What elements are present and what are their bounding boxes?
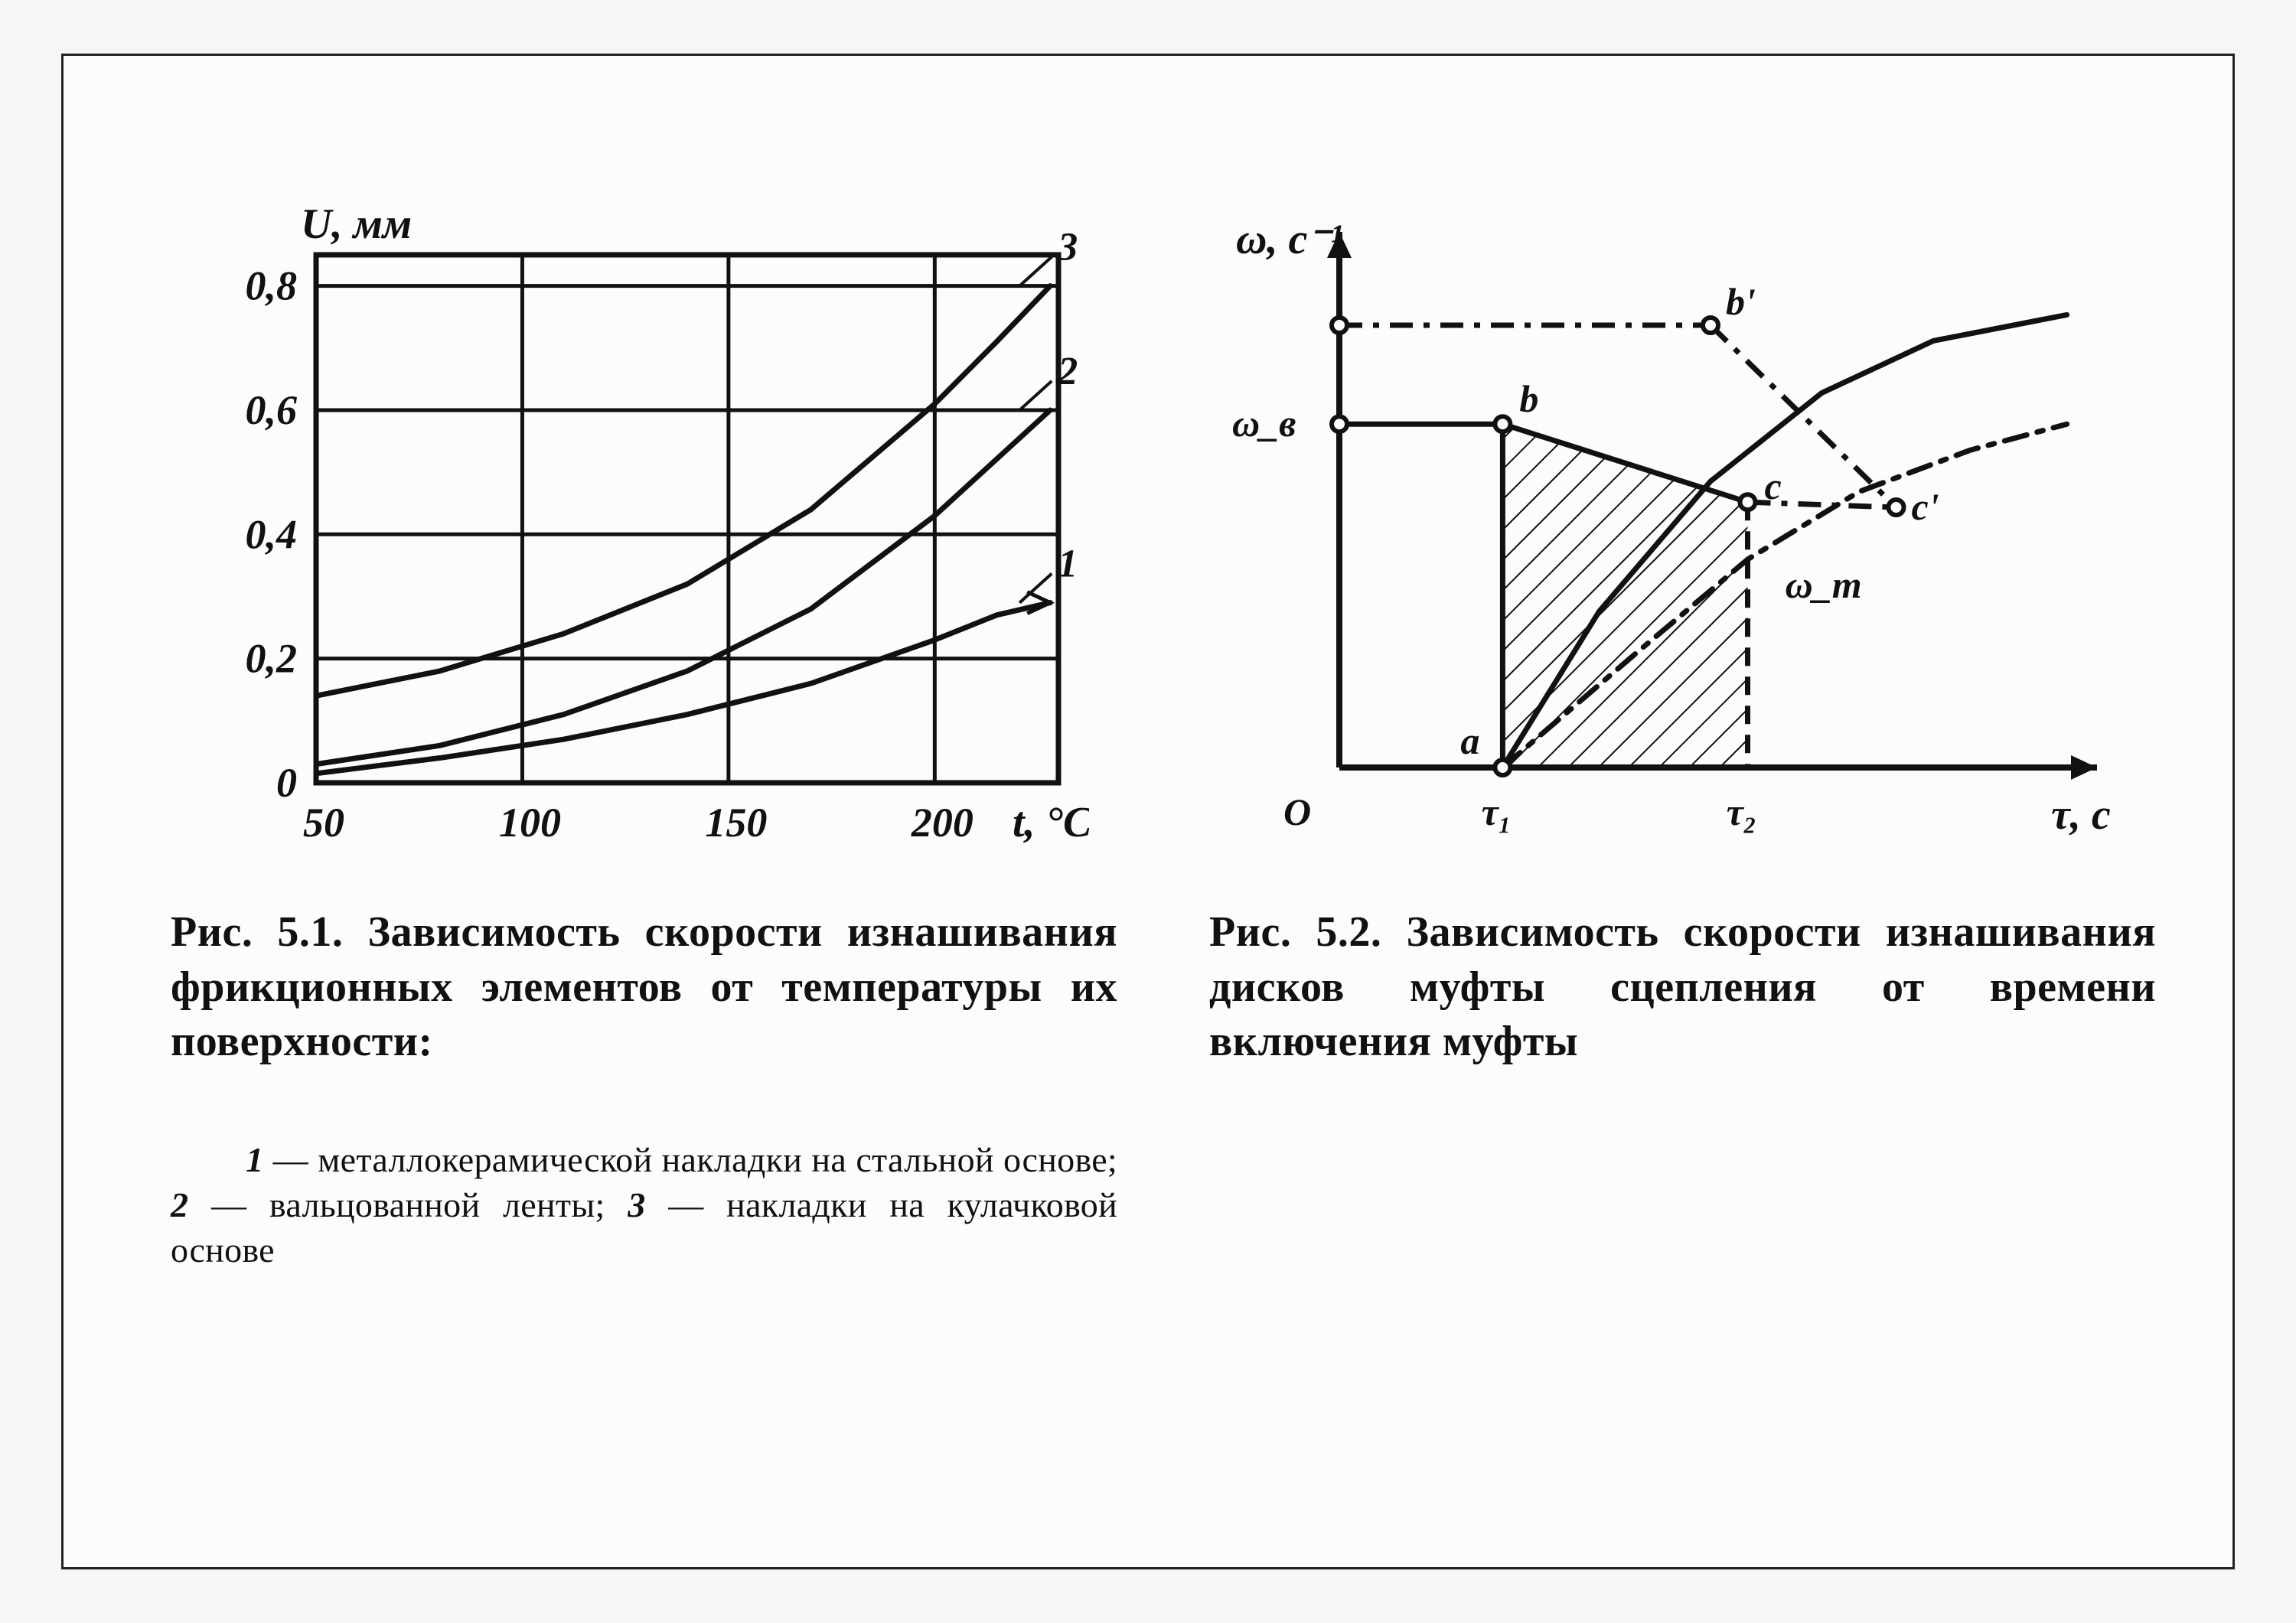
svg-text:2: 2 — [1057, 350, 1078, 393]
fig-5-1-chart: U, мм 0 0,2 0,4 0,6 0,8 50 100 150 200 t, °C 1 2 3 — [171, 186, 1117, 875]
figure-row: U, мм 0 0,2 0,4 0,6 0,8 50 100 150 200 t, °C 1 2 3 Ри… — [64, 56, 2232, 1318]
svg-text:a: a — [1460, 719, 1479, 762]
fig-5-2-svg: ω, с⁻¹ τ, с Oaτ₁ τ₂ b b' c c' ω_в ω_m — [1209, 186, 2128, 875]
right-column: ω, с⁻¹ τ, с Oaτ₁ τ₂ b b' c c' ω_в ω_m Рис. 5.2. З… — [1209, 186, 2156, 1318]
svg-text:ω_m: ω_m — [1786, 563, 1862, 606]
svg-text:t, °C: t, °C — [1013, 799, 1089, 846]
legend-num-2: 2 — [171, 1185, 188, 1224]
svg-text:τ₂: τ₂ — [1727, 790, 1757, 833]
svg-text:50: 50 — [303, 800, 344, 846]
fig-5-1-legend: 1 — металлокерамической накладки на стал… — [171, 1093, 1117, 1318]
svg-text:τ₁: τ₁ — [1482, 790, 1512, 833]
svg-text:100: 100 — [499, 800, 561, 846]
svg-text:1: 1 — [1058, 543, 1078, 586]
svg-text:150: 150 — [705, 800, 767, 846]
fig-5-2-chart: ω, с⁻¹ τ, с Oaτ₁ τ₂ b b' c c' ω_в ω_m — [1209, 186, 2156, 875]
svg-text:3: 3 — [1057, 226, 1078, 269]
svg-text:c: c — [1765, 464, 1782, 507]
page-frame: U, мм 0 0,2 0,4 0,6 0,8 50 100 150 200 t, °C 1 2 3 Ри… — [61, 54, 2235, 1569]
fig-5-1-caption: Рис. 5.1. Зависимость скорости изнашиван… — [171, 905, 1117, 1070]
legend-num-1: 1 — [246, 1140, 263, 1179]
svg-text:c': c' — [1912, 485, 1939, 528]
svg-text:ω_в: ω_в — [1232, 402, 1296, 445]
svg-text:200: 200 — [911, 800, 974, 846]
svg-text:0,8: 0,8 — [246, 263, 298, 309]
svg-text:b': b' — [1726, 280, 1756, 323]
svg-text:0,6: 0,6 — [246, 387, 298, 433]
left-column: U, мм 0 0,2 0,4 0,6 0,8 50 100 150 200 t, °C 1 2 3 Ри… — [171, 186, 1117, 1318]
legend-txt-1: — металлокерамической накладки на стальн… — [263, 1140, 1126, 1179]
svg-text:0,2: 0,2 — [246, 636, 298, 682]
svg-text:τ, с: τ, с — [2051, 791, 2111, 839]
svg-text:0,4: 0,4 — [246, 511, 298, 557]
fig-5-2-caption: Рис. 5.2. Зависимость скорости изнашиван… — [1209, 905, 2156, 1070]
svg-text:0: 0 — [276, 760, 297, 806]
svg-text:U, мм: U, мм — [301, 200, 412, 248]
svg-text:b: b — [1519, 377, 1538, 420]
svg-text:O: O — [1283, 790, 1311, 833]
fig-5-1-svg: U, мм 0 0,2 0,4 0,6 0,8 50 100 150 200 t, °C 1 2 3 — [171, 186, 1089, 875]
svg-text:ω, с⁻¹: ω, с⁻¹ — [1236, 216, 1343, 263]
legend-num-3: 3 — [628, 1185, 645, 1224]
legend-txt-2: — вальцованной ленты; — [188, 1185, 628, 1224]
